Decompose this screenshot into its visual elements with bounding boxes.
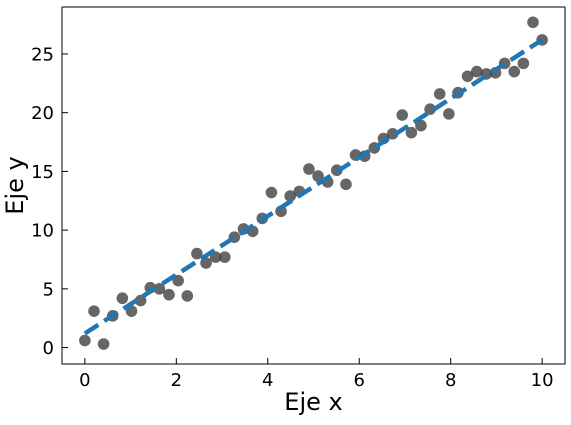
data-point [424,103,436,115]
data-point [125,305,138,317]
data-point [517,57,530,70]
y-tick-label: 10 [31,221,54,242]
fit-line [83,37,544,336]
data-point [396,109,409,121]
plot-layer [79,16,548,350]
data-point [218,251,231,263]
data-point [284,190,296,202]
data-point [79,334,91,347]
y-axis-label: Eje y [1,156,29,214]
x-tick-label: 0 [79,370,90,391]
data-point [209,251,222,263]
y-tick-label: 15 [31,162,54,183]
data-point [527,16,539,29]
y-ticks: 0 5 10 15 20 25 [31,44,68,359]
x-ticks: 0 2 4 6 8 10 [79,358,554,391]
data-point [163,288,175,301]
data-point [470,65,483,78]
data-point [508,65,521,78]
data-point [386,128,399,140]
data-point [405,126,418,139]
data-point [433,88,446,100]
data-point [265,186,278,199]
y-tick-label: 25 [31,44,54,65]
axes-frame [61,6,566,365]
data-point [88,305,100,317]
x-tick-label: 6 [354,370,365,391]
x-tick-label: 4 [262,370,273,391]
data-point [191,247,203,260]
x-tick-label: 10 [531,370,554,391]
data-point [415,119,427,132]
y-tick-label: 0 [43,338,54,359]
data-point [116,292,129,305]
x-tick-label: 2 [171,370,182,391]
data-point [443,108,455,120]
y-tick-label: 5 [43,279,54,300]
data-point [153,283,166,295]
y-tick-label: 20 [31,103,54,124]
x-axis-label: Eje x [284,388,342,416]
data-point [340,178,352,191]
data-point [312,170,324,182]
data-point [97,338,110,350]
x-tick-label: 8 [445,370,456,391]
data-point [134,294,147,307]
data-point [461,70,474,83]
data-point [181,290,194,302]
data-point [303,163,315,175]
